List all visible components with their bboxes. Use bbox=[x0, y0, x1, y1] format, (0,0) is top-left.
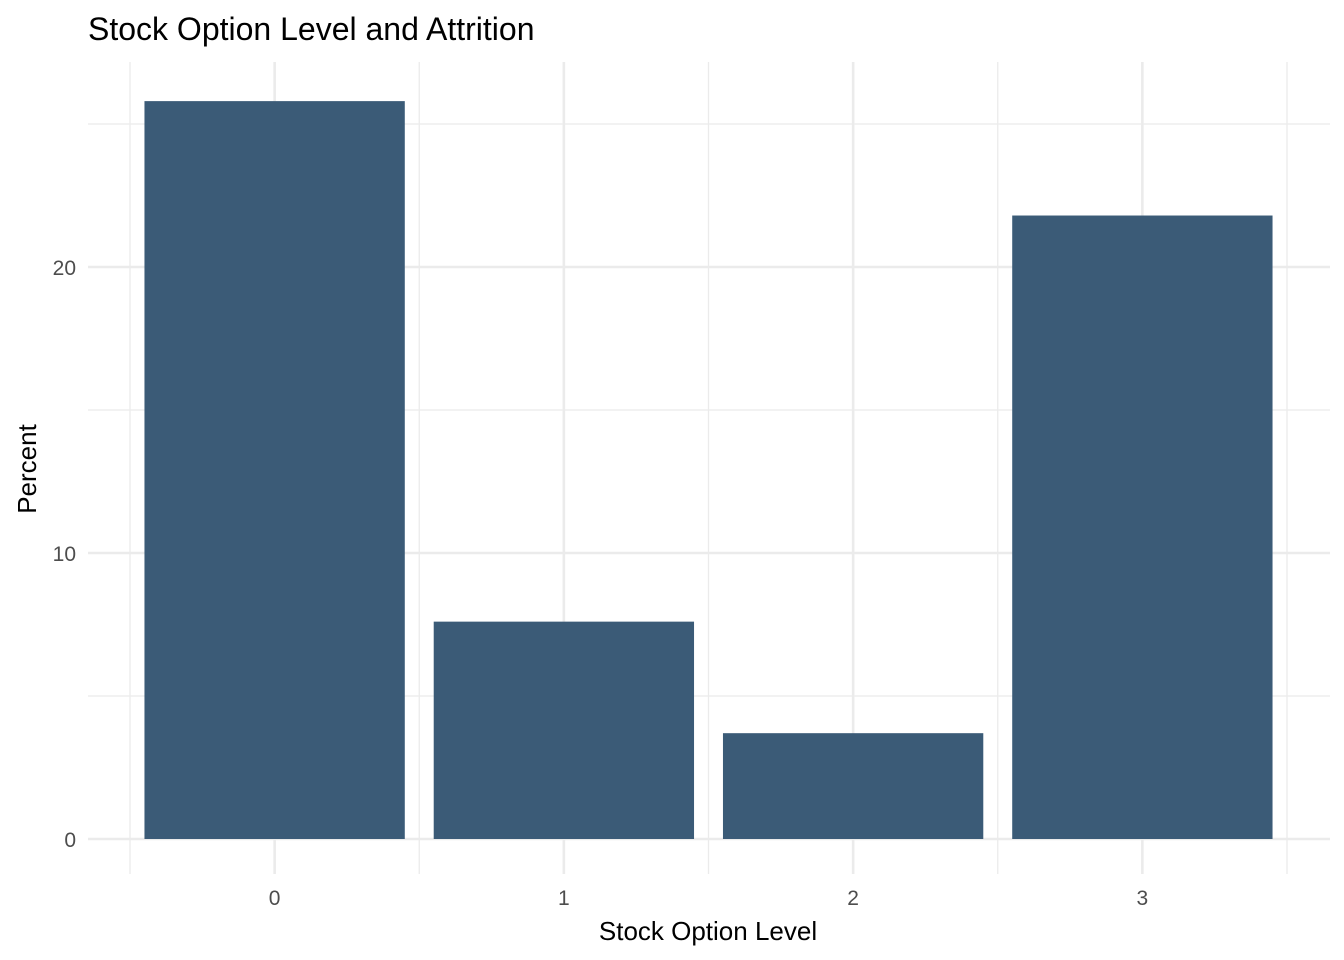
chart-title: Stock Option Level and Attrition bbox=[88, 11, 534, 47]
bars bbox=[144, 101, 1273, 840]
x-tick-labels: 0 1 2 3 bbox=[269, 887, 1148, 910]
bar-1 bbox=[433, 621, 695, 839]
y-tick-label: 10 bbox=[53, 543, 76, 566]
y-tick-label: 20 bbox=[53, 257, 76, 280]
bar-2 bbox=[722, 733, 984, 839]
y-tick-labels: 0 10 20 bbox=[53, 257, 76, 852]
bar-0 bbox=[144, 101, 405, 840]
y-tick-label: 0 bbox=[64, 829, 76, 852]
x-tick-label: 2 bbox=[847, 887, 859, 910]
bar-3 bbox=[1012, 215, 1273, 839]
x-axis-title: Stock Option Level bbox=[599, 916, 817, 946]
y-axis-title: Percent bbox=[12, 423, 42, 513]
x-tick-label: 1 bbox=[558, 887, 570, 910]
x-tick-label: 0 bbox=[269, 887, 281, 910]
x-tick-label: 3 bbox=[1137, 887, 1149, 910]
